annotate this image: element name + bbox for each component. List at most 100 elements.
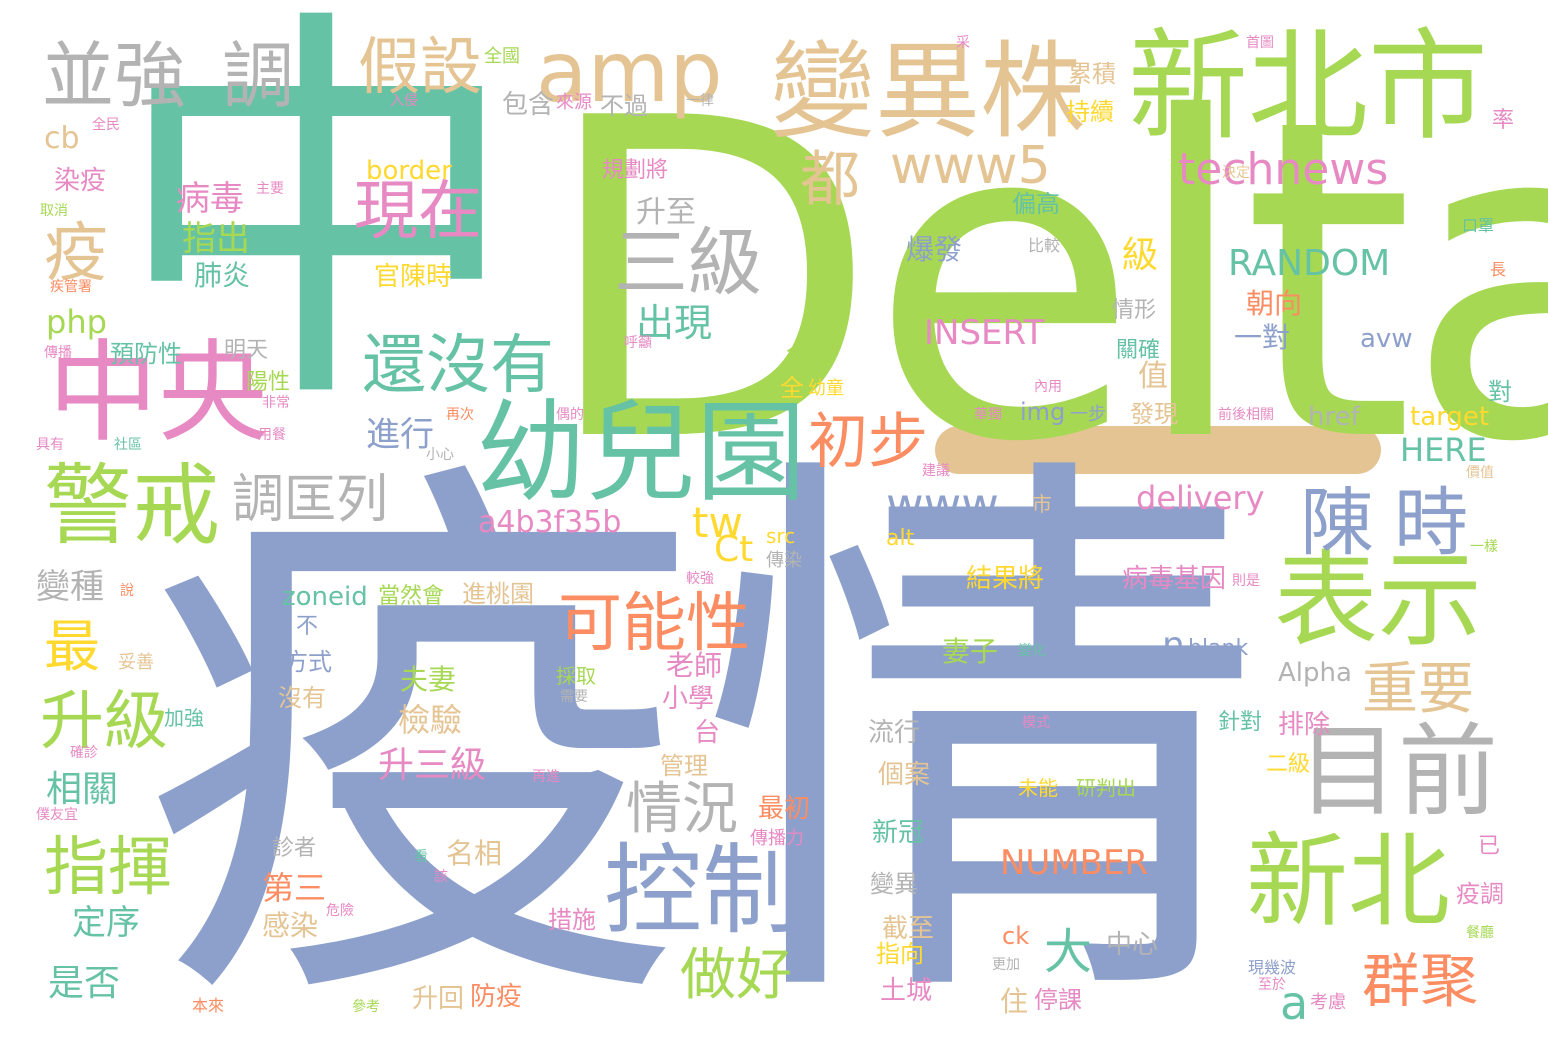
word: 官陳時	[374, 262, 453, 292]
word: 二級	[1266, 752, 1311, 777]
word: img	[1020, 398, 1066, 426]
word: 今日	[786, 342, 831, 367]
word: 第三	[262, 869, 327, 907]
word: 預防性	[110, 340, 182, 368]
word: 值	[1138, 359, 1168, 394]
word: 發現	[1130, 400, 1178, 428]
word: 中	[112, 0, 522, 454]
word: 假設	[358, 30, 483, 103]
word: 更加	[992, 957, 1020, 973]
word: 餐廳	[1466, 925, 1494, 941]
dash-mark	[935, 426, 1381, 474]
word: 新冠	[872, 818, 925, 848]
word: 本來	[192, 996, 225, 1015]
word: 一律	[686, 93, 714, 109]
word: 老師	[666, 649, 723, 682]
word: 疫	[44, 217, 108, 291]
word: cb	[44, 121, 80, 156]
word: 停課	[1034, 986, 1082, 1014]
word: 指向	[876, 940, 924, 968]
word: 大	[1044, 924, 1093, 980]
word: 台	[694, 718, 721, 748]
word: 一對	[1234, 321, 1291, 354]
word: 表示	[1274, 539, 1483, 661]
word: delivery	[1136, 479, 1265, 517]
word: 對	[1488, 378, 1512, 406]
word: n	[1162, 625, 1185, 666]
word: 率	[1492, 108, 1515, 133]
word: Ct	[714, 529, 754, 570]
word: 現在	[354, 175, 482, 249]
word: 已	[1478, 834, 1501, 859]
word: 中央	[48, 329, 268, 457]
word: 夫妻	[400, 663, 457, 696]
word: 還沒有	[362, 329, 554, 403]
word: 針對	[1218, 710, 1263, 735]
word: 一樣	[1470, 539, 1498, 555]
word: 住	[1000, 985, 1029, 1018]
word: NUMBER	[1000, 843, 1149, 883]
word: href	[1308, 402, 1360, 432]
word: 小心	[426, 447, 454, 463]
word: 幼兒園	[476, 389, 806, 517]
word: 方式	[284, 648, 332, 676]
word: 調匡列	[232, 470, 389, 530]
word: 進桃園	[462, 580, 534, 608]
word: 情形	[1112, 298, 1157, 323]
word: 調	[222, 34, 295, 118]
word: 情況	[626, 777, 738, 842]
word: www5	[890, 136, 1051, 196]
word: www	[886, 478, 999, 532]
word: 是否	[48, 963, 121, 1004]
word: 考慮	[1310, 992, 1346, 1013]
word: 市	[1032, 492, 1052, 516]
word: 長	[1490, 260, 1507, 279]
word: 價值	[1466, 465, 1494, 481]
word: 僕友宜	[36, 807, 78, 823]
word: 偶的	[556, 407, 584, 423]
word: 陳時	[1300, 480, 1488, 566]
word: 染疫	[54, 166, 107, 196]
word: 妻子	[942, 635, 999, 668]
word: 當然會	[378, 584, 445, 609]
word: 情	[700, 414, 1265, 1052]
word: 建議	[922, 463, 950, 479]
word: 華獨	[974, 407, 1002, 423]
word: 升回	[412, 984, 465, 1014]
word: 比較	[1028, 236, 1061, 255]
word: 首圖	[1246, 35, 1274, 51]
word: 加強	[164, 706, 204, 730]
word: 確診	[70, 745, 98, 761]
word: 定序	[72, 903, 140, 943]
word: 最初	[758, 794, 811, 824]
word: 用餐	[258, 427, 286, 443]
word: 級	[1122, 235, 1159, 276]
word: 采	[956, 35, 970, 51]
word: 傳染	[766, 550, 802, 571]
word: 沒有	[278, 684, 326, 712]
word: 防疫	[470, 982, 523, 1012]
word: 不過	[600, 92, 648, 120]
word: 傳播力	[750, 828, 804, 849]
word: avw	[1360, 324, 1413, 354]
word: 個案	[878, 760, 931, 790]
word: 疫	[140, 420, 700, 1052]
word: alt	[886, 526, 915, 551]
word: a	[1280, 976, 1309, 1030]
word: 做好	[680, 943, 792, 1008]
word: 目前	[1298, 713, 1498, 830]
word: 採取	[556, 664, 596, 688]
word: 診者	[272, 836, 317, 861]
word: 三級	[614, 220, 762, 306]
word-delta: Delta	[540, 26, 1548, 538]
word: 包含	[502, 90, 555, 120]
word: a4b3f35b	[478, 505, 622, 540]
word: HERE	[1400, 431, 1487, 469]
word: 相關	[46, 769, 119, 810]
word: 一步	[1070, 404, 1106, 425]
word: 具有	[36, 437, 64, 453]
word: 傳播	[44, 345, 72, 361]
word: 再進	[532, 769, 560, 785]
word: 結果將	[966, 564, 1045, 594]
word: 中心	[1106, 930, 1159, 960]
